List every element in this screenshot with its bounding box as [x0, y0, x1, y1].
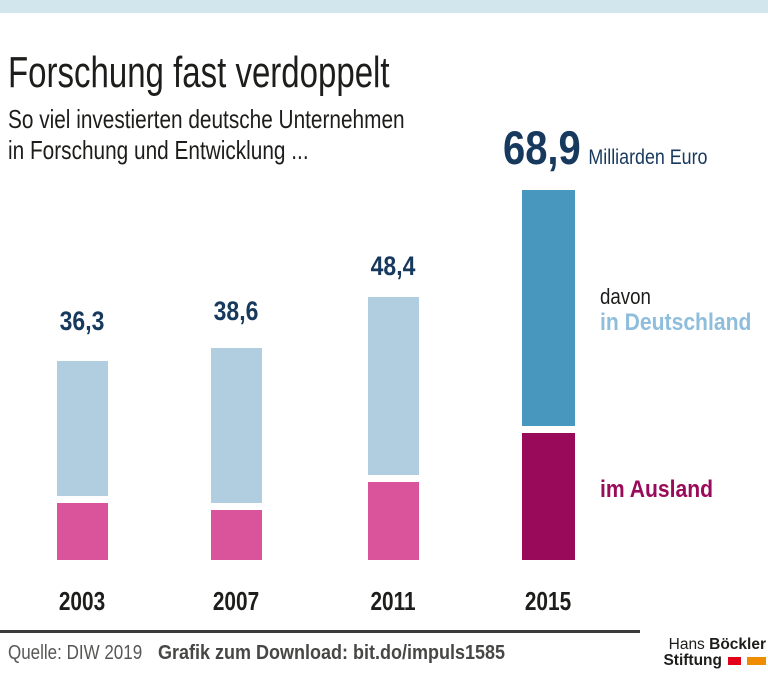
value-label-2011: 48,4	[370, 251, 416, 281]
logo-mark-orange	[747, 657, 766, 665]
chart-title: Forschung fast verdoppelt	[8, 48, 390, 97]
axis-label-2007: 2007	[212, 586, 260, 616]
value-2015-unit: Milliarden Euro	[588, 146, 708, 169]
segment-in-deutschland-2015	[522, 190, 575, 426]
segment-im-ausland-2003	[57, 503, 108, 560]
logo-hans: Hans	[668, 636, 710, 653]
logo-line-1: Hans Böckler	[663, 637, 766, 653]
bar-group-2015	[522, 190, 575, 560]
value-label-2007: 38,6	[213, 296, 259, 326]
footer-divider	[0, 630, 640, 633]
segment-im-ausland-2007	[211, 510, 262, 560]
download-text: Grafik zum Download: bit.do/impuls1585	[158, 642, 506, 664]
axis-label-2011: 2011	[370, 586, 416, 616]
chart-subtitle-line-1: So viel investierten deutsche Unternehme…	[8, 104, 405, 134]
value-2015-number: 68,9	[503, 121, 581, 174]
chart-subtitle: So viel investierten deutsche Unternehme…	[8, 104, 405, 166]
axis-label-2015: 2015	[524, 586, 572, 616]
segment-in-deutschland-2007	[211, 348, 262, 503]
logo-line-2: Stiftung	[663, 653, 766, 669]
chart-subtitle-line-2: in Forschung und Entwicklung ...	[8, 135, 309, 165]
top-accent-strip	[0, 0, 768, 13]
segment-in-deutschland-2003	[57, 361, 108, 496]
bar-group-2011	[368, 297, 419, 560]
source-text: Quelle: DIW 2019	[8, 642, 143, 664]
logo-stiftung: Stiftung	[663, 652, 722, 669]
axis-label-2003: 2003	[58, 586, 106, 616]
logo-boeckler: Böckler	[709, 636, 766, 653]
logo-mark-red	[728, 657, 741, 665]
hans-boeckler-stiftung-logo: Hans Böckler Stiftung	[663, 637, 766, 669]
bar-group-2003	[57, 361, 108, 560]
legend-im-ausland: im Ausland	[600, 476, 714, 503]
legend-in-deutschland: in Deutschland	[600, 309, 752, 336]
segment-in-deutschland-2011	[368, 297, 419, 475]
segment-im-ausland-2015	[522, 433, 575, 560]
bar-group-2007	[211, 348, 262, 560]
legend-davon: davon	[600, 284, 651, 309]
segment-im-ausland-2011	[368, 482, 419, 560]
value-label-2003: 36,3	[59, 306, 105, 336]
value-label-2015: 68,9 Milliarden Euro	[503, 120, 707, 175]
